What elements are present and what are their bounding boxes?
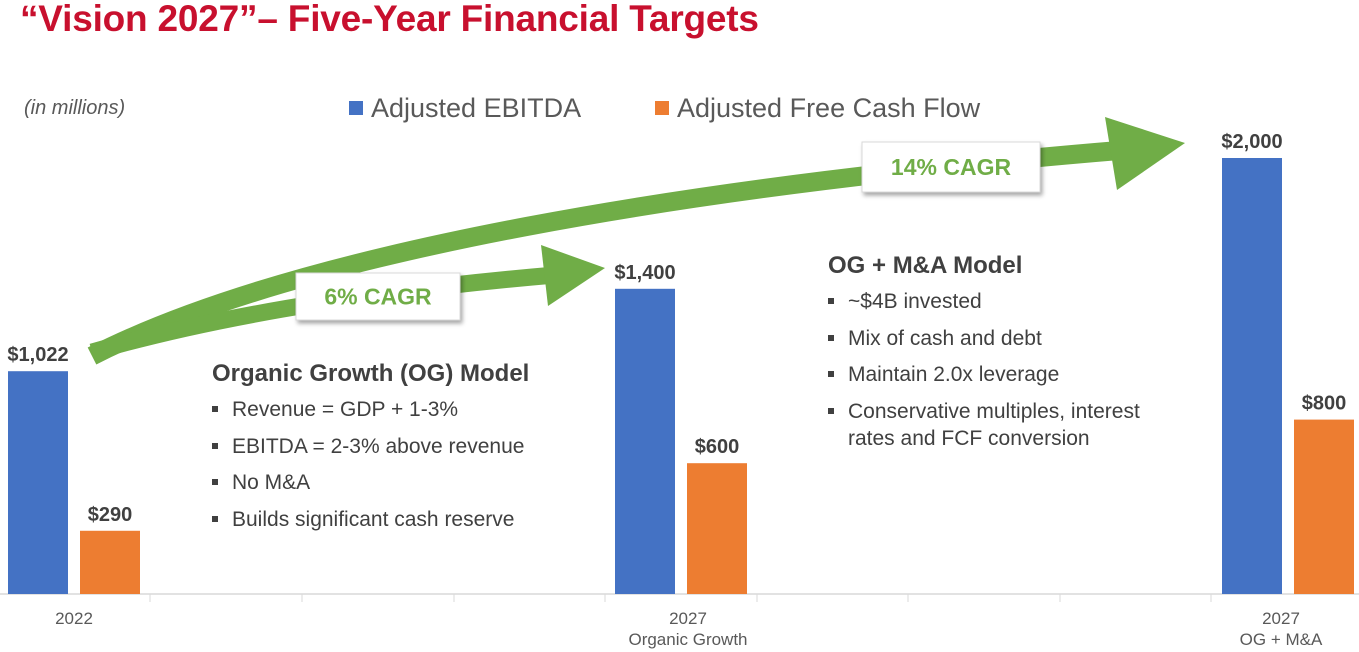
og-model-bullet: No M&A [212,469,592,496]
mna-model-bullet: ~$4B invested [828,288,1178,315]
data-label: $600 [695,436,740,458]
mna-model-bullet: Conservative multiples, interest rates a… [828,398,1178,452]
og-model-heading: Organic Growth (OG) Model [212,360,530,387]
mna-model-bullet-text: ~$4B invested [848,290,982,313]
cagr-arrow-14-head [1105,117,1185,190]
bullet-icon [212,442,218,449]
x-tick-label: 2027 [669,609,707,628]
data-label: $1,022 [7,344,68,366]
bullet-icon [828,298,834,304]
data-label: $1,400 [614,262,675,284]
mna-model-bullet-text: Mix of cash and debt [848,326,1042,350]
og-model-bullet: Builds significant cash reserve [212,506,592,533]
cagr-label-box [861,141,1041,193]
data-label: $2,000 [1221,131,1282,153]
legend-item-fcf: Adjusted Free Cash Flow [655,93,980,124]
bar-fcf [1294,419,1354,594]
x-tick-label: Organic Growth [628,630,747,649]
mna-model-bullet: Maintain 2.0x leverage [828,361,1178,388]
mna-model-box: OG + M&A Model ~$4B invested Mix of cash… [828,252,1178,461]
og-model-list: Revenue = GDP + 1-3% EBITDA = 2-3% above… [212,396,592,533]
og-model-bullet: Revenue = GDP + 1-3% [212,396,592,423]
cagr-label-box [295,272,461,321]
legend-swatch-ebitda [349,101,363,115]
bar-fcf [687,463,747,594]
og-model-bullet-text: Builds significant cash reserve [232,507,515,531]
mna-model-bullet-text: Maintain 2.0x leverage [848,363,1060,386]
legend-label-fcf: Adjusted Free Cash Flow [677,93,981,123]
bullet-icon [212,479,218,485]
bar-ebitda [8,371,68,594]
legend-label-ebitda: Adjusted EBITDA [371,93,582,123]
data-label: $290 [88,504,133,526]
legend-item-ebitda: Adjusted EBITDA [349,93,581,124]
og-model-bullet-text: Revenue = GDP + 1-3% [232,398,459,421]
mna-model-list: ~$4B invested Mix of cash and debt Maint… [828,288,1178,452]
og-model-bullet-text: EBITDA = 2-3% above revenue [232,434,525,458]
x-tick-label: 2027 [1262,609,1300,628]
bullet-icon [828,371,834,377]
data-label: $800 [1302,393,1347,415]
bullet-icon [828,407,834,414]
mna-model-bullet-text: Conservative multiples, interest rates a… [848,399,1140,450]
bar-ebitda [1222,158,1282,594]
cagr-arrow-6-head [541,245,605,306]
legend-swatch-fcf [655,101,669,115]
og-model-bullet: EBITDA = 2-3% above revenue [212,433,592,460]
bar-ebitda [615,288,675,594]
bar-fcf [80,530,140,594]
bullet-icon [828,334,834,341]
mna-model-bullet: Mix of cash and debt [828,325,1178,352]
bullet-icon [212,406,218,412]
units-note: (in millions) [24,97,126,119]
og-model-box: Organic Growth (OG) Model Revenue = GDP … [212,360,592,542]
x-tick-label: OG + M&A [1240,630,1323,649]
cagr-label: 14% CAGR [891,154,1012,180]
page-title: “Vision 2027”– Five-Year Financial Targe… [20,0,759,39]
og-model-bullet-text: No M&A [232,471,311,494]
x-tick-label: 2022 [55,609,93,628]
mna-model-heading: OG + M&A Model [828,252,1023,279]
bullet-icon [212,515,218,522]
cagr-label: 6% CAGR [324,284,432,310]
